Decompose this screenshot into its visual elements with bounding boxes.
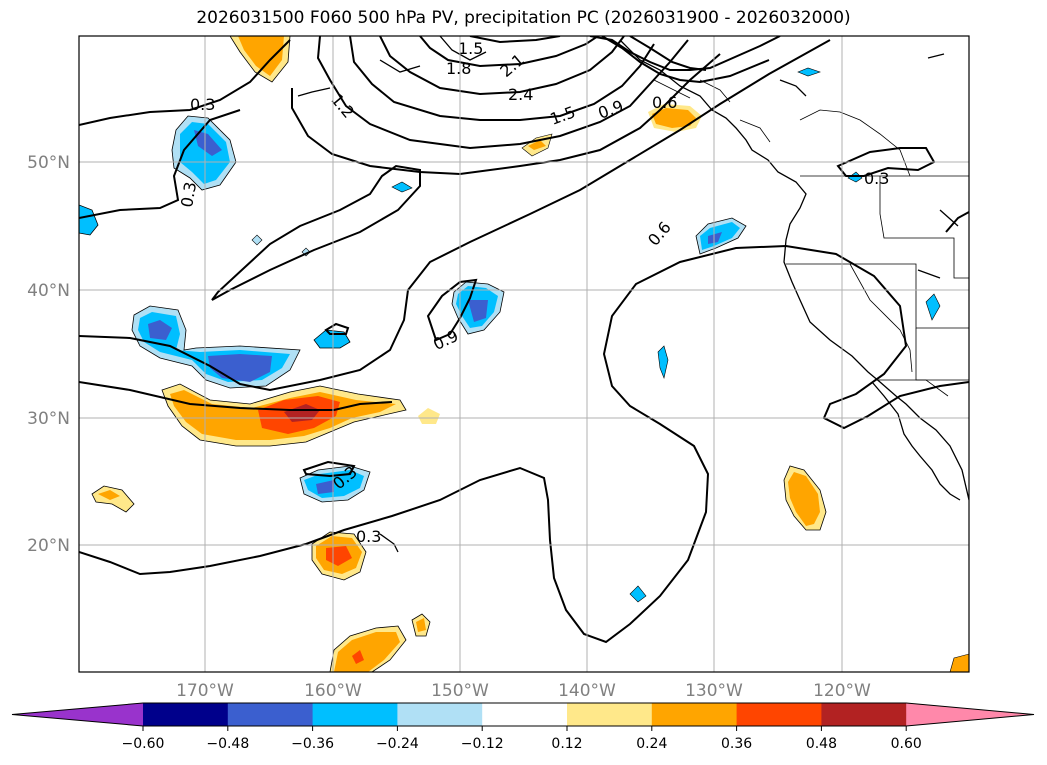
contour-label: 0.3 [356,527,381,546]
gridlines [79,36,969,672]
lat-label: 30°N [27,409,70,429]
lat-label: 50°N [27,153,70,173]
colorbar-extend-high [906,703,1034,726]
colorbar-segment [567,703,653,726]
colorbar-extend-low [12,703,143,726]
contour-label: 1.8 [446,59,471,78]
contour-label: 1.5 [458,39,483,58]
contour-label: 0.3 [190,95,215,114]
colorbar-tick-label: −0.48 [206,736,249,752]
longitude-labels: 170°W 160°W 150°W 140°W 130°W 120°W [176,681,871,701]
colorbar-tick-label: 0.24 [636,736,667,752]
latitude-labels: 50°N 40°N 30°N 20°N [27,153,70,556]
plot-area: 1.5 1.8 2.1 2.4 1.5 0.9 0.6 0.3 0.3 1.2 … [79,36,969,672]
colorbar-tick-label: −0.12 [461,736,504,752]
colorbar-segment [821,703,907,726]
colorbar-ticks: −0.60 −0.48 −0.36 −0.24 −0.12 0.12 0.24 0.36 0.4… [122,726,922,752]
colorbar-tick-label: −0.60 [122,736,165,752]
colorbar-segment [227,703,314,726]
lon-label: 120°W [813,681,871,701]
figure-title: 2026031500 F060 500 hPa PV, precipitatio… [196,8,851,28]
colorbar-segment [736,703,822,726]
colorbar-segments [11,702,1035,727]
colorbar-segment [143,703,229,726]
pv-contours [79,36,969,644]
contour-label: 2.4 [508,85,533,104]
colorbar-tick-label: 0.60 [891,736,922,752]
lat-label: 40°N [27,281,70,301]
colorbar-tick-label: 0.48 [806,736,837,752]
plot-frame [78,35,970,673]
colorbar-segment [482,703,568,726]
contour-label: 0.3 [864,169,889,188]
contour-label: 0.6 [652,93,677,112]
lon-label: 160°W [304,681,362,701]
lon-label: 130°W [685,681,743,701]
colorbar-segment [312,703,398,726]
colorbar-tick-label: −0.36 [291,736,334,752]
colorbar-segment [651,703,738,726]
colorbar-segment [397,703,483,726]
colorbar: −0.60 −0.48 −0.36 −0.24 −0.12 0.12 0.24 0.36 0.4… [11,702,1035,752]
contour-label: 0.3 [177,180,200,208]
colorbar-tick-label: 0.36 [721,736,752,752]
colorbar-tick-label: 0.12 [551,736,582,752]
colorbar-tick-label: −0.24 [376,736,419,752]
lon-label: 150°W [431,681,489,701]
lat-label: 20°N [27,536,70,556]
political-borders [653,79,969,397]
lon-label: 140°W [558,681,616,701]
lon-label: 170°W [176,681,234,701]
